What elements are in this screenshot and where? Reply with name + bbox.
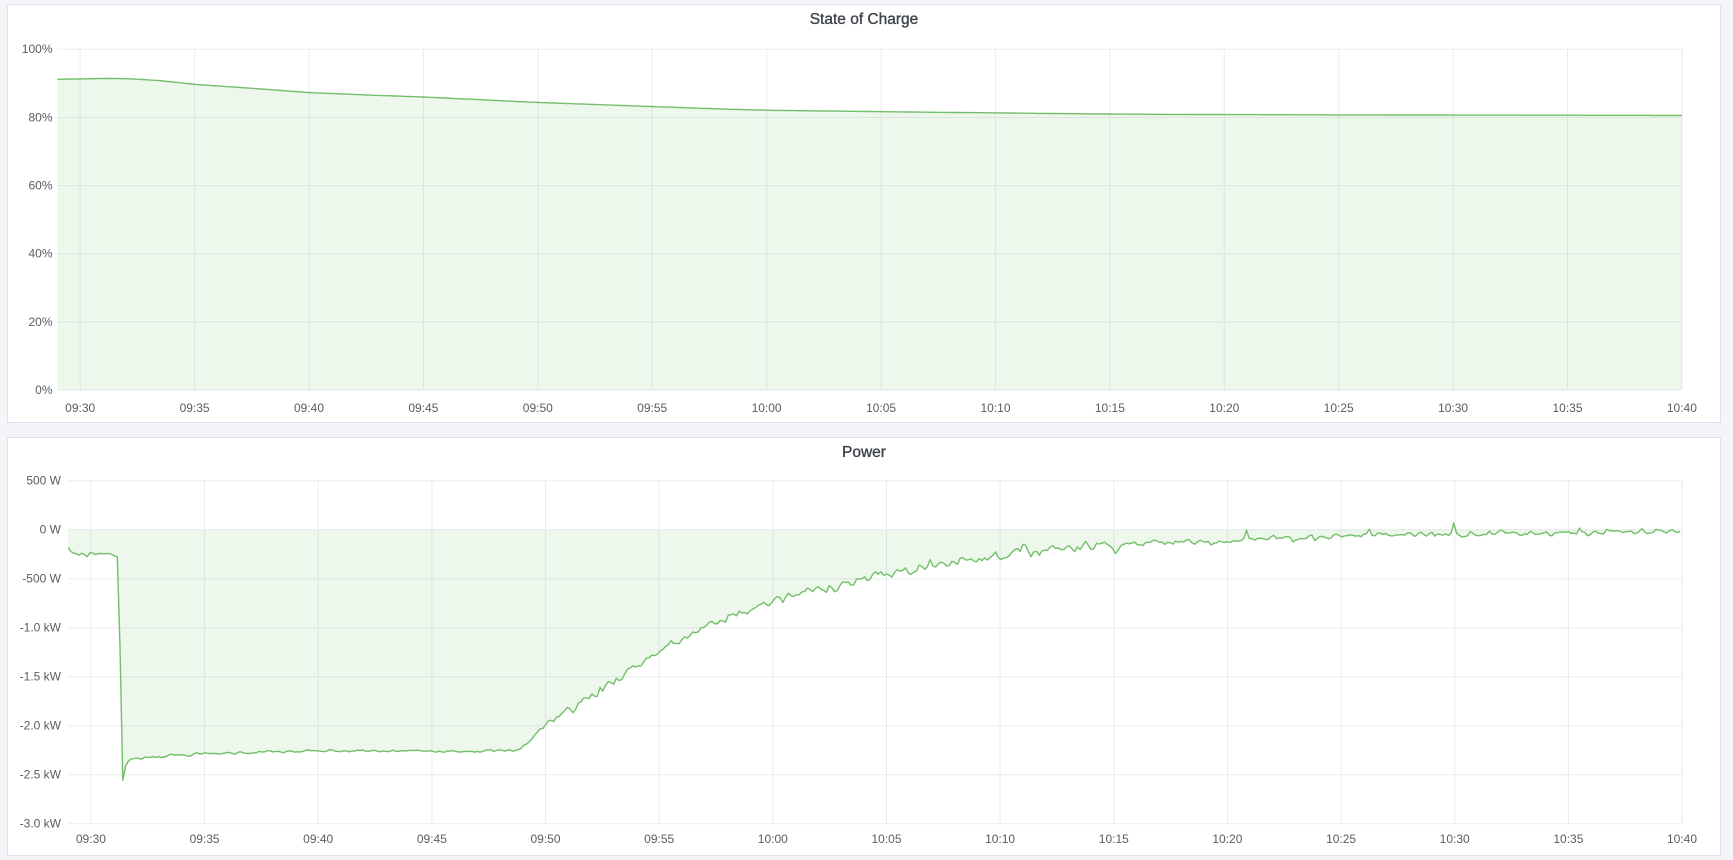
svg-text:-1.0 kW: -1.0 kW <box>20 621 62 635</box>
svg-text:10:40: 10:40 <box>1667 401 1697 415</box>
svg-text:10:10: 10:10 <box>980 401 1010 415</box>
svg-text:20%: 20% <box>28 315 52 329</box>
svg-text:10:30: 10:30 <box>1438 401 1468 415</box>
svg-text:09:45: 09:45 <box>408 401 438 415</box>
svg-text:09:55: 09:55 <box>637 401 667 415</box>
svg-text:10:25: 10:25 <box>1324 401 1354 415</box>
svg-text:10:35: 10:35 <box>1553 832 1583 846</box>
svg-text:10:05: 10:05 <box>866 401 896 415</box>
svg-text:10:10: 10:10 <box>985 832 1015 846</box>
svg-text:09:50: 09:50 <box>523 401 553 415</box>
svg-text:09:30: 09:30 <box>76 832 106 846</box>
svg-text:10:00: 10:00 <box>758 832 788 846</box>
svg-text:500 W: 500 W <box>26 474 61 488</box>
svg-text:09:35: 09:35 <box>190 832 220 846</box>
svg-text:60%: 60% <box>28 179 52 193</box>
svg-text:10:40: 10:40 <box>1667 832 1697 846</box>
svg-text:10:25: 10:25 <box>1326 832 1356 846</box>
svg-text:-3.0 kW: -3.0 kW <box>20 817 62 831</box>
svg-text:09:55: 09:55 <box>644 832 674 846</box>
svg-text:0 W: 0 W <box>40 523 62 537</box>
svg-text:10:05: 10:05 <box>871 832 901 846</box>
svg-text:10:00: 10:00 <box>752 401 782 415</box>
svg-text:10:15: 10:15 <box>1099 832 1129 846</box>
svg-text:09:40: 09:40 <box>294 401 324 415</box>
svg-text:100%: 100% <box>22 42 53 56</box>
svg-text:40%: 40% <box>28 247 52 261</box>
svg-text:-2.5 kW: -2.5 kW <box>20 768 62 782</box>
svg-text:09:40: 09:40 <box>303 832 333 846</box>
svg-text:-500 W: -500 W <box>22 572 61 586</box>
svg-text:0%: 0% <box>35 383 53 397</box>
svg-text:10:15: 10:15 <box>1095 401 1125 415</box>
svg-text:10:30: 10:30 <box>1440 832 1470 846</box>
svg-text:09:50: 09:50 <box>530 832 560 846</box>
svg-text:10:20: 10:20 <box>1209 401 1239 415</box>
svg-text:09:30: 09:30 <box>65 401 95 415</box>
svg-text:10:35: 10:35 <box>1552 401 1582 415</box>
svg-text:-2.0 kW: -2.0 kW <box>20 719 62 733</box>
svg-text:80%: 80% <box>28 110 52 124</box>
svg-text:10:20: 10:20 <box>1212 832 1242 846</box>
svg-text:09:35: 09:35 <box>180 401 210 415</box>
svg-text:09:45: 09:45 <box>417 832 447 846</box>
svg-text:-1.5 kW: -1.5 kW <box>20 670 62 684</box>
